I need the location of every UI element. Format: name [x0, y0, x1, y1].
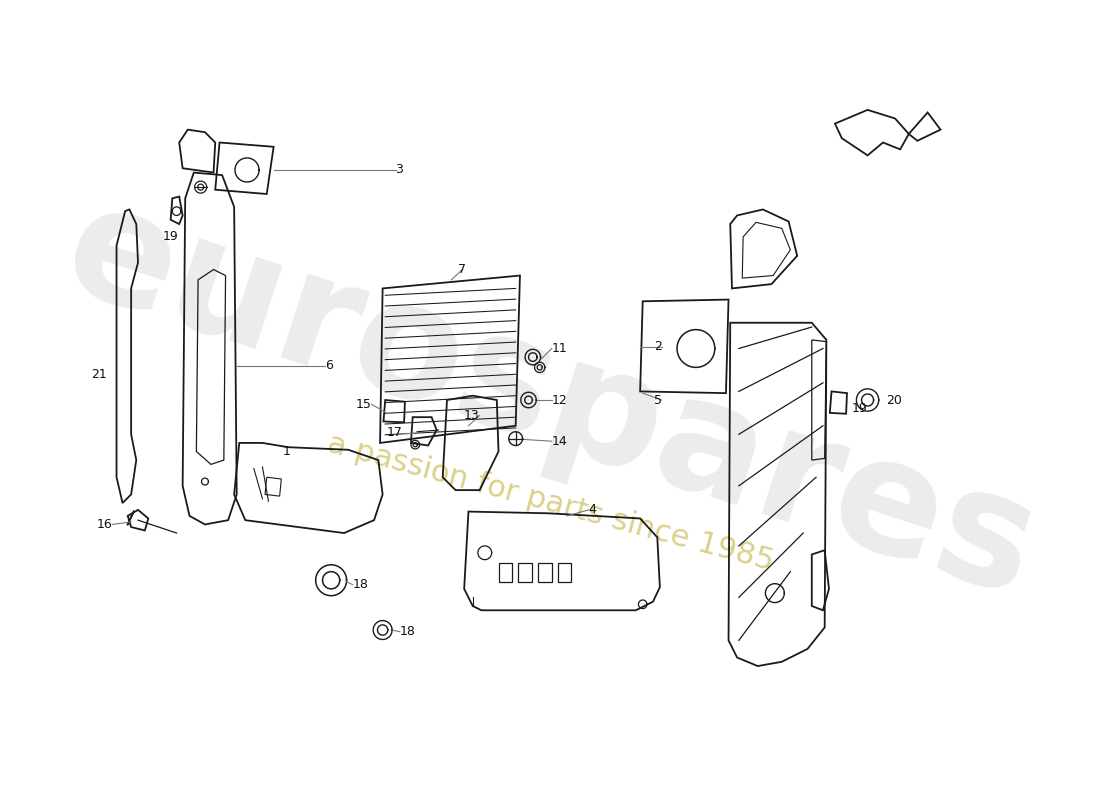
Text: 18: 18 [353, 578, 369, 591]
Text: a passion for parts since 1985: a passion for parts since 1985 [323, 430, 777, 577]
Text: 5: 5 [653, 394, 661, 406]
Text: 6: 6 [326, 359, 333, 372]
Text: 19: 19 [852, 402, 868, 415]
Text: 3: 3 [396, 163, 404, 177]
Text: 1: 1 [283, 445, 290, 458]
Text: 14: 14 [552, 434, 568, 448]
Text: 16: 16 [97, 518, 112, 531]
Text: 13: 13 [464, 409, 480, 422]
Text: 15: 15 [355, 398, 372, 410]
Text: 17: 17 [386, 426, 403, 439]
Text: 19: 19 [163, 230, 178, 243]
Text: 21: 21 [91, 368, 108, 381]
Text: 12: 12 [552, 394, 568, 406]
Text: eurospares: eurospares [46, 170, 1054, 630]
Text: 4: 4 [588, 503, 596, 516]
Text: 2: 2 [653, 340, 661, 354]
Text: 7: 7 [459, 263, 466, 276]
Text: 11: 11 [552, 342, 568, 355]
Text: 18: 18 [399, 626, 416, 638]
Text: 20: 20 [887, 394, 902, 406]
